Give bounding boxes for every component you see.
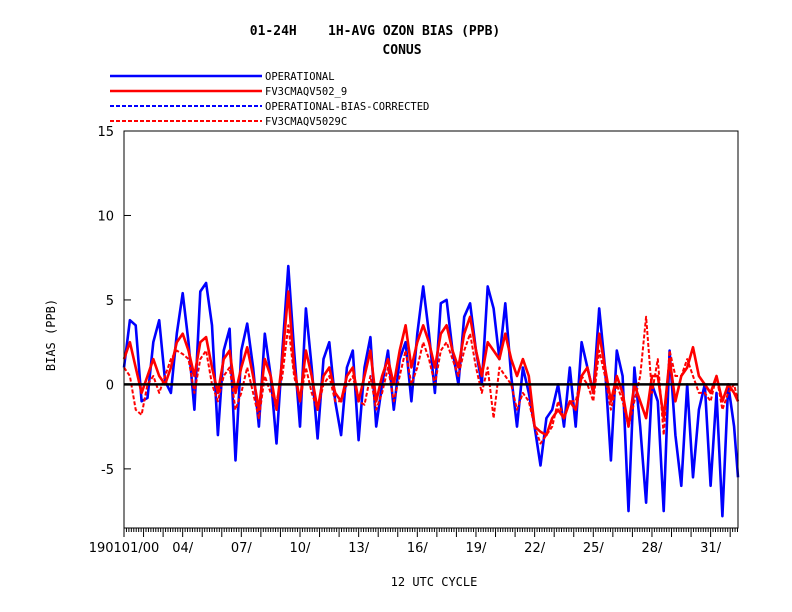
legend-label-4: FV3CMAQV5029C	[265, 116, 347, 128]
x-tick-label: 10/	[290, 541, 312, 556]
x-tick-label: 22/	[524, 541, 546, 556]
chart-subtitle: CONUS	[382, 43, 421, 58]
x-tick-label: 31/	[700, 541, 722, 556]
y-axis: -5 0 5 10 15	[97, 125, 131, 478]
series-line-4	[123, 315, 739, 445]
y-axis-label: BIAS (PPB)	[44, 299, 58, 371]
x-tick-label: 25/	[583, 541, 605, 556]
y-tick-label: 10	[97, 209, 114, 224]
y-tick-label: 15	[97, 125, 114, 140]
series-line-1	[122, 264, 740, 518]
x-tick-label: 19/	[466, 541, 488, 556]
x-tick-label: 16/	[407, 541, 429, 556]
x-axis-label: 12 UTC CYCLE	[391, 575, 478, 589]
x-axis: 190101/00 04/07/10/13/16/19/22/25/28/31/	[89, 528, 739, 556]
plot-frame	[123, 130, 739, 529]
x-tick-label: 13/	[348, 541, 370, 556]
y-tick-label: 5	[106, 294, 114, 309]
chart-title: 01-24H 1H-AVG OZON BIAS (PPB)	[250, 24, 500, 39]
x-tick-label: 07/	[231, 541, 253, 556]
legend-label-1: OPERATIONAL	[265, 71, 335, 83]
y-tick-label: -5	[101, 463, 114, 478]
legend-label-2: FV3CMAQV502_9	[265, 86, 347, 98]
x-tick-label: 04/	[172, 541, 194, 556]
y-tick-label: 0	[106, 378, 114, 393]
series-layer	[122, 264, 740, 518]
legend: OPERATIONAL FV3CMAQV502_9 OPERATIONAL-BIAS…	[110, 71, 429, 128]
series-line-2	[122, 290, 740, 437]
legend-label-3: OPERATIONAL-BIAS-CORRECTED	[265, 101, 429, 113]
x-tick-label: 28/	[642, 541, 664, 556]
x-tick-label: 190101/00	[89, 541, 160, 556]
